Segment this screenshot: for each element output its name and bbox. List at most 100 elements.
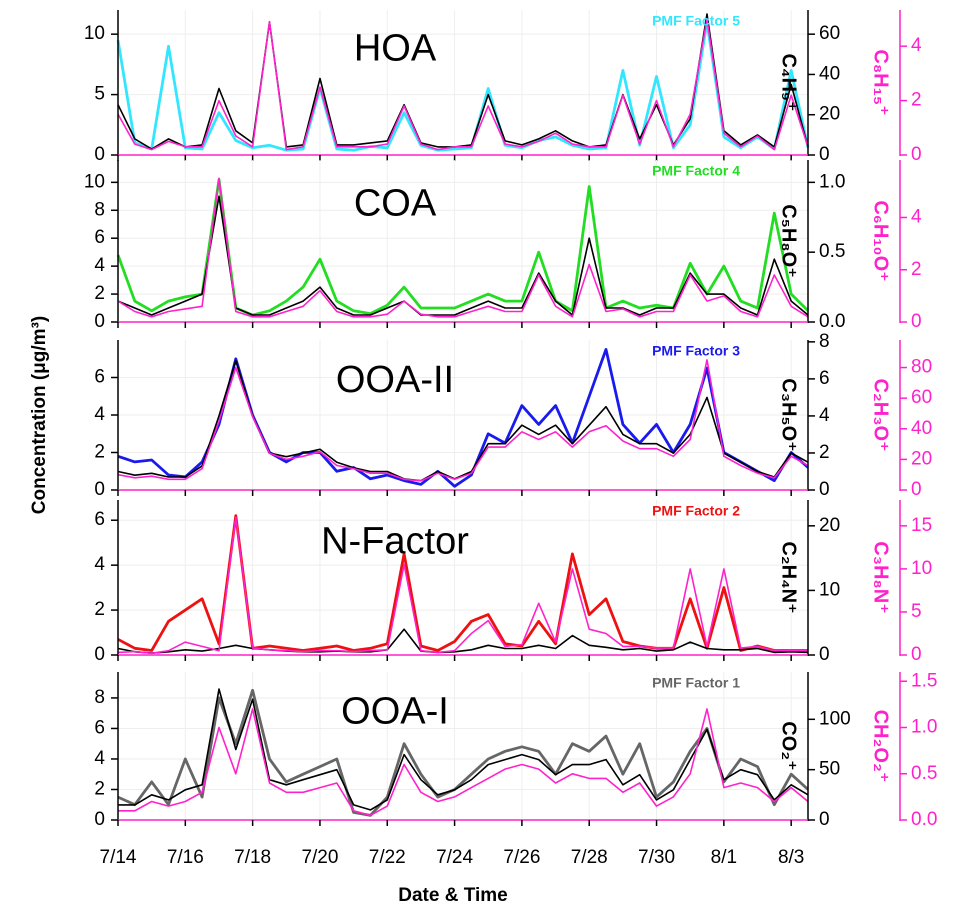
- panel-title: OOA-II: [336, 359, 454, 401]
- y2-tick-label: 4: [819, 405, 830, 426]
- y-tick-label: 6: [94, 367, 105, 388]
- y3-tick-label: 60: [911, 387, 932, 408]
- y3-tick-label: 2: [911, 259, 922, 280]
- y2-tick-label: 100: [819, 708, 851, 729]
- y3-tick-label: 0: [911, 311, 922, 332]
- y2-tick-label: 20: [819, 515, 840, 536]
- series-label: C₂H₃O⁺: [870, 378, 892, 451]
- x-axis-title: Date & Time: [398, 885, 507, 906]
- y-tick-label: 2: [94, 442, 105, 463]
- series-label: CH₂O₂⁺: [870, 710, 892, 783]
- y2-tick-label: 0: [819, 144, 830, 165]
- series-label: PMF Factor 5: [652, 13, 740, 29]
- y-tick-label: 4: [94, 554, 105, 575]
- x-tick-label: 7/24: [436, 847, 473, 868]
- series-line: [116, 20, 810, 152]
- x-tick-label: 7/26: [503, 847, 540, 868]
- y2-tick-label: 6: [819, 368, 830, 389]
- y3-tick-label: 10: [911, 558, 932, 579]
- y-tick-label: 0: [94, 479, 105, 500]
- x-tick-label: 8/1: [711, 847, 737, 868]
- y2-tick-label: 0: [819, 809, 830, 830]
- y-axis-title: Concentration (μg/m³): [29, 316, 50, 514]
- y3-tick-label: 20: [911, 448, 932, 469]
- y-tick-label: 0: [94, 311, 105, 332]
- y-tick-label: 0: [94, 644, 105, 665]
- y2-tick-label: 0.5: [819, 241, 845, 262]
- y2-tick-label: 2: [819, 442, 830, 463]
- y-tick-label: 6: [94, 227, 105, 248]
- y2-tick-label: 1.0: [819, 171, 845, 192]
- y3-tick-label: 40: [911, 418, 932, 439]
- panel-title: N-Factor: [321, 520, 469, 562]
- y-tick-label: 2: [94, 599, 105, 620]
- series-line: [118, 688, 809, 811]
- y3-tick-label: 80: [911, 357, 932, 378]
- y3-tick-label: 1.0: [911, 717, 937, 738]
- series-line: [117, 18, 809, 151]
- y3-tick-label: 0: [911, 479, 922, 500]
- y3-tick-label: 1.5: [911, 670, 937, 691]
- y-tick-label: 2: [94, 283, 105, 304]
- y-tick-label: 0: [94, 809, 105, 830]
- series-label: PMF Factor 1: [652, 675, 740, 691]
- series-label: CO₂⁺: [778, 721, 800, 770]
- y2-tick-label: 20: [819, 104, 840, 125]
- y-tick-label: 2: [94, 779, 105, 800]
- series-line: [117, 177, 809, 318]
- x-tick-label: 7/22: [369, 847, 406, 868]
- y3-tick-label: 0.0: [911, 809, 937, 830]
- y-tick-label: 6: [94, 509, 105, 530]
- y2-tick-label: 60: [819, 23, 840, 44]
- y2-tick-label: 0.0: [819, 311, 845, 332]
- y-tick-label: 10: [84, 23, 105, 44]
- series-label: C₂H₄N⁺: [778, 541, 800, 613]
- y3-tick-label: 0.5: [911, 763, 937, 784]
- x-tick-label: 7/18: [234, 847, 271, 868]
- y2-tick-label: 50: [819, 759, 840, 780]
- panel-title: OOA-I: [341, 690, 449, 732]
- series-line: [117, 628, 809, 654]
- series-label: C₄H₉⁺: [778, 54, 800, 112]
- x-tick-label: 7/28: [571, 847, 608, 868]
- y2-tick-label: 0: [819, 479, 830, 500]
- y3-tick-label: 2: [911, 90, 922, 111]
- series-label: C₆H₁₀O⁺: [870, 200, 892, 281]
- y3-tick-label: 4: [911, 35, 922, 56]
- y-tick-label: 8: [94, 687, 105, 708]
- series-label: C₃H₈N⁺: [870, 541, 892, 614]
- y2-tick-label: 10: [819, 579, 840, 600]
- y2-tick-label: 40: [819, 63, 840, 84]
- y-tick-label: 4: [94, 255, 105, 276]
- y-tick-label: 6: [94, 717, 105, 738]
- x-tick-label: 7/30: [638, 847, 675, 868]
- y-tick-label: 0: [94, 144, 105, 165]
- y3-tick-label: 5: [911, 601, 922, 622]
- panel-title: COA: [354, 182, 437, 224]
- x-tick-label: 7/16: [167, 847, 204, 868]
- y2-tick-label: 0: [819, 644, 830, 665]
- panel-title: HOA: [354, 28, 437, 70]
- y-tick-label: 4: [94, 748, 105, 769]
- y-tick-label: 4: [94, 404, 105, 425]
- x-tick-label: 7/20: [301, 847, 338, 868]
- x-tick-label: 8/3: [778, 847, 804, 868]
- series-label: PMF Factor 3: [652, 343, 740, 359]
- y2-tick-label: 8: [819, 331, 830, 352]
- y-tick-label: 5: [94, 84, 105, 105]
- series-label: PMF Factor 2: [652, 503, 740, 519]
- y3-tick-label: 0: [911, 644, 922, 665]
- series-label: C₈H₁₅⁺: [870, 49, 892, 115]
- y3-tick-label: 15: [911, 515, 932, 536]
- series-label: C₃H₅O⁺: [778, 378, 800, 451]
- series-line: [117, 688, 809, 817]
- y3-tick-label: 4: [911, 206, 922, 227]
- series-line: [117, 359, 809, 482]
- y3-tick-label: 0: [911, 144, 922, 165]
- y-tick-label: 10: [84, 171, 105, 192]
- series-label: PMF Factor 4: [652, 163, 740, 179]
- y-tick-label: 8: [94, 199, 105, 220]
- series-line: [118, 708, 809, 817]
- x-tick-label: 7/14: [100, 847, 137, 868]
